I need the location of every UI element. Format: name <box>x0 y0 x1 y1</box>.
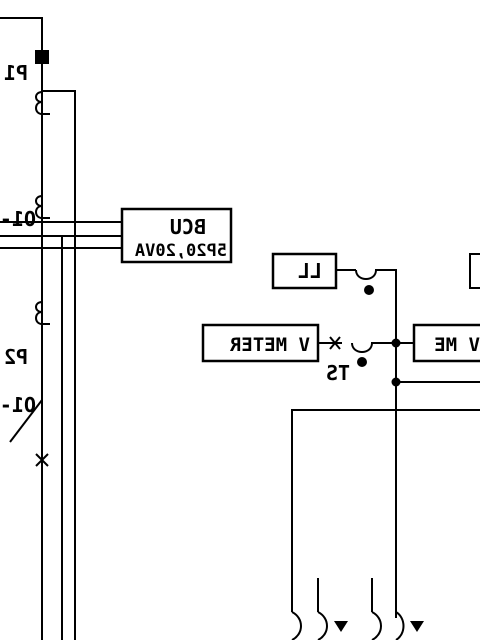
bcu-rating: 5P20,20VA <box>135 241 227 261</box>
bcu-box: BCU 5P20,20VA <box>120 207 233 264</box>
link-cross-icon <box>329 336 341 350</box>
v-meter-right-label: V ME <box>434 334 480 356</box>
label-p1: P1 <box>4 61 28 85</box>
left-feeder-wiring <box>0 17 122 640</box>
breaker-cross-icon <box>35 453 49 467</box>
label-ts: TS <box>326 361 350 385</box>
label-o1-bottom: O1- <box>0 393 36 417</box>
ct-coil-p2 <box>35 301 50 325</box>
bcu-title: BCU <box>170 215 206 239</box>
terminal-square <box>35 50 49 64</box>
v-meter-left-label: V METER <box>229 334 310 356</box>
ll-label: LL <box>298 259 322 283</box>
v-meter-left-box: V METER <box>201 323 320 363</box>
label-o1-top: O1- <box>0 207 36 231</box>
v-meter-right-box: V ME <box>412 323 480 363</box>
junction-dot <box>391 338 401 348</box>
terminal-arrow-icon <box>410 621 424 632</box>
ll-box: LL <box>271 252 338 290</box>
right-feeder-wiring <box>291 253 480 618</box>
junction-dot <box>391 377 401 387</box>
label-p2: P2 <box>4 345 28 369</box>
ct-coil-p1 <box>35 91 50 115</box>
fuse-dot-icon <box>364 285 374 295</box>
bottom-terminals <box>291 611 424 640</box>
ts-dot-icon <box>357 357 367 367</box>
terminal-arrow-icon <box>334 621 348 632</box>
ct-coil-o1-top <box>35 195 50 219</box>
